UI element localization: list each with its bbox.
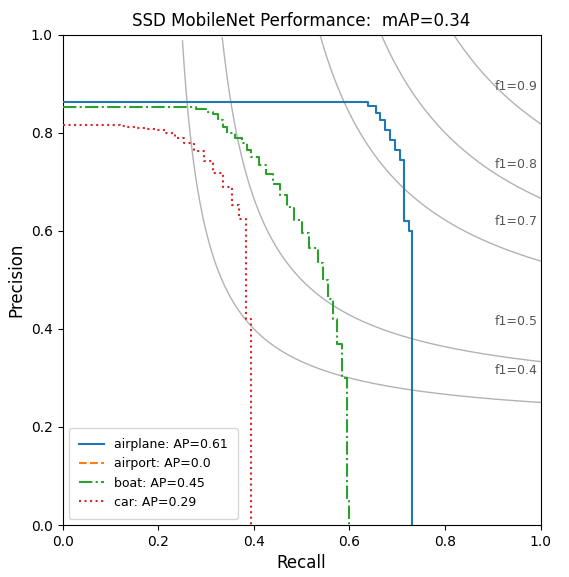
Line: boat: AP=0.45: boat: AP=0.45 [63, 107, 349, 525]
car: AP=0.29: (0.215, 0.8): AP=0.29: (0.215, 0.8) [162, 129, 169, 136]
boat: AP=0.45: (0.47, 0.648): AP=0.45: (0.47, 0.648) [284, 204, 291, 211]
airplane: AP=0.61: (0.705, 0.745): AP=0.61: (0.705, 0.745) [396, 156, 403, 163]
car: AP=0.29: (0.255, 0.79): AP=0.29: (0.255, 0.79) [181, 134, 188, 141]
Text: f1=0.8: f1=0.8 [495, 158, 538, 171]
airplane: AP=0.61: (0.725, 0.62): AP=0.61: (0.725, 0.62) [406, 218, 413, 224]
airplane: AP=0.61: (0.64, 0.855): AP=0.61: (0.64, 0.855) [365, 102, 372, 109]
car: AP=0.29: (0.275, 0.762): AP=0.29: (0.275, 0.762) [191, 148, 197, 155]
Line: airplane: AP=0.61: airplane: AP=0.61 [63, 102, 411, 525]
car: AP=0.29: (0.383, 0.42): AP=0.29: (0.383, 0.42) [242, 316, 249, 323]
Text: f1=0.9: f1=0.9 [495, 80, 538, 93]
car: AP=0.29: (0.135, 0.814): AP=0.29: (0.135, 0.814) [123, 122, 130, 129]
airplane: AP=0.61: (0.695, 0.785): AP=0.61: (0.695, 0.785) [391, 137, 398, 144]
car: AP=0.29: (0.355, 0.69): AP=0.29: (0.355, 0.69) [229, 183, 236, 190]
Title: SSD MobileNet Performance:  mAP=0.34: SSD MobileNet Performance: mAP=0.34 [133, 12, 471, 30]
boat: AP=0.45: (0.575, 0.37): AP=0.45: (0.575, 0.37) [334, 340, 341, 347]
car: AP=0.29: (0.335, 0.718): AP=0.29: (0.335, 0.718) [219, 170, 226, 177]
car: AP=0.29: (0.383, 0.625): AP=0.29: (0.383, 0.625) [242, 215, 249, 222]
airplane: AP=0.61: (0.665, 0.84): AP=0.61: (0.665, 0.84) [377, 110, 384, 117]
airplane: AP=0.61: (0.695, 0.765): AP=0.61: (0.695, 0.765) [391, 147, 398, 153]
car: AP=0.29: (0.12, 0.815): AP=0.29: (0.12, 0.815) [117, 122, 123, 129]
Line: car: AP=0.29: car: AP=0.29 [63, 125, 251, 525]
airplane: AP=0.61: (0.675, 0.805): AP=0.61: (0.675, 0.805) [382, 127, 389, 134]
airplane: AP=0.61: (0.705, 0.765): AP=0.61: (0.705, 0.765) [396, 147, 403, 153]
car: AP=0.29: (0.37, 0.625): AP=0.29: (0.37, 0.625) [236, 215, 243, 222]
car: AP=0.29: (0.295, 0.762): AP=0.29: (0.295, 0.762) [200, 148, 207, 155]
airplane: AP=0.61: (0.685, 0.805): AP=0.61: (0.685, 0.805) [386, 127, 393, 134]
car: AP=0.29: (0.235, 0.8): AP=0.29: (0.235, 0.8) [171, 129, 178, 136]
boat: AP=0.45: (0.36, 0.79): AP=0.45: (0.36, 0.79) [231, 134, 238, 141]
boat: AP=0.45: (0.485, 0.648): AP=0.45: (0.485, 0.648) [291, 204, 298, 211]
airplane: AP=0.61: (0.715, 0.745): AP=0.61: (0.715, 0.745) [401, 156, 408, 163]
car: AP=0.29: (0.235, 0.79): AP=0.29: (0.235, 0.79) [171, 134, 178, 141]
car: AP=0.29: (0.155, 0.812): AP=0.29: (0.155, 0.812) [133, 123, 140, 130]
Text: f1=0.4: f1=0.4 [495, 364, 538, 377]
Text: f1=0.7: f1=0.7 [495, 215, 538, 228]
airplane: AP=0.61: (0.655, 0.855): AP=0.61: (0.655, 0.855) [372, 102, 379, 109]
car: AP=0.29: (0.215, 0.806): AP=0.29: (0.215, 0.806) [162, 126, 169, 133]
car: AP=0.29: (0.155, 0.81): AP=0.29: (0.155, 0.81) [133, 125, 140, 132]
airplane: AP=0.61: (0.73, 0): AP=0.61: (0.73, 0) [408, 522, 415, 529]
car: AP=0.29: (0.195, 0.808): AP=0.29: (0.195, 0.808) [152, 125, 159, 132]
airplane: AP=0.61: (0.665, 0.825): AP=0.61: (0.665, 0.825) [377, 117, 384, 124]
airplane: AP=0.61: (0.685, 0.785): AP=0.61: (0.685, 0.785) [386, 137, 393, 144]
car: AP=0.29: (0.395, 0): AP=0.29: (0.395, 0) [248, 522, 255, 529]
airplane: AP=0.61: (0.655, 0.84): AP=0.61: (0.655, 0.84) [372, 110, 379, 117]
car: AP=0.29: (0.335, 0.69): AP=0.29: (0.335, 0.69) [219, 183, 226, 190]
X-axis label: Recall: Recall [277, 554, 327, 572]
car: AP=0.29: (0.275, 0.778): AP=0.29: (0.275, 0.778) [191, 140, 197, 147]
airplane: AP=0.61: (0.73, 0.6): AP=0.61: (0.73, 0.6) [408, 227, 415, 234]
airplane: AP=0.61: (0.675, 0.825): AP=0.61: (0.675, 0.825) [382, 117, 389, 124]
boat: AP=0.45: (0.545, 0.5): AP=0.45: (0.545, 0.5) [320, 276, 327, 283]
car: AP=0.29: (0.255, 0.778): AP=0.29: (0.255, 0.778) [181, 140, 188, 147]
car: AP=0.29: (0.195, 0.806): AP=0.29: (0.195, 0.806) [152, 126, 159, 133]
car: AP=0.29: (0.175, 0.808): AP=0.29: (0.175, 0.808) [143, 125, 150, 132]
airplane: AP=0.61: (0.725, 0.6): AP=0.61: (0.725, 0.6) [406, 227, 413, 234]
car: AP=0.29: (0.12, 0.814): AP=0.29: (0.12, 0.814) [117, 122, 123, 129]
car: AP=0.29: (0.37, 0.652): AP=0.29: (0.37, 0.652) [236, 202, 243, 209]
boat: AP=0.45: (0.6, 0): AP=0.45: (0.6, 0) [346, 522, 353, 529]
car: AP=0.29: (0.175, 0.81): AP=0.29: (0.175, 0.81) [143, 125, 150, 132]
airplane: AP=0.61: (0.64, 0.862): AP=0.61: (0.64, 0.862) [365, 99, 372, 106]
boat: AP=0.45: (0, 0.852): AP=0.45: (0, 0.852) [59, 104, 66, 111]
car: AP=0.29: (0, 0.815): AP=0.29: (0, 0.815) [59, 122, 66, 129]
Legend: airplane: AP=0.61, airport: AP=0.0, boat: AP=0.45, car: AP=0.29: airplane: AP=0.61, airport: AP=0.0, boat… [69, 428, 238, 519]
car: AP=0.29: (0.395, 0.42): AP=0.29: (0.395, 0.42) [248, 316, 255, 323]
Y-axis label: Precision: Precision [7, 243, 25, 317]
airplane: AP=0.61: (0, 0.862): AP=0.61: (0, 0.862) [59, 99, 66, 106]
Text: f1=0.5: f1=0.5 [495, 315, 538, 328]
car: AP=0.29: (0.135, 0.812): AP=0.29: (0.135, 0.812) [123, 123, 130, 130]
boat: AP=0.45: (0.5, 0.622): AP=0.45: (0.5, 0.622) [298, 216, 305, 223]
car: AP=0.29: (0.315, 0.718): AP=0.29: (0.315, 0.718) [210, 170, 217, 177]
airplane: AP=0.61: (0.715, 0.62): AP=0.61: (0.715, 0.62) [401, 218, 408, 224]
car: AP=0.29: (0.355, 0.652): AP=0.29: (0.355, 0.652) [229, 202, 236, 209]
car: AP=0.29: (0.295, 0.742): AP=0.29: (0.295, 0.742) [200, 158, 207, 164]
car: AP=0.29: (0.315, 0.742): AP=0.29: (0.315, 0.742) [210, 158, 217, 164]
